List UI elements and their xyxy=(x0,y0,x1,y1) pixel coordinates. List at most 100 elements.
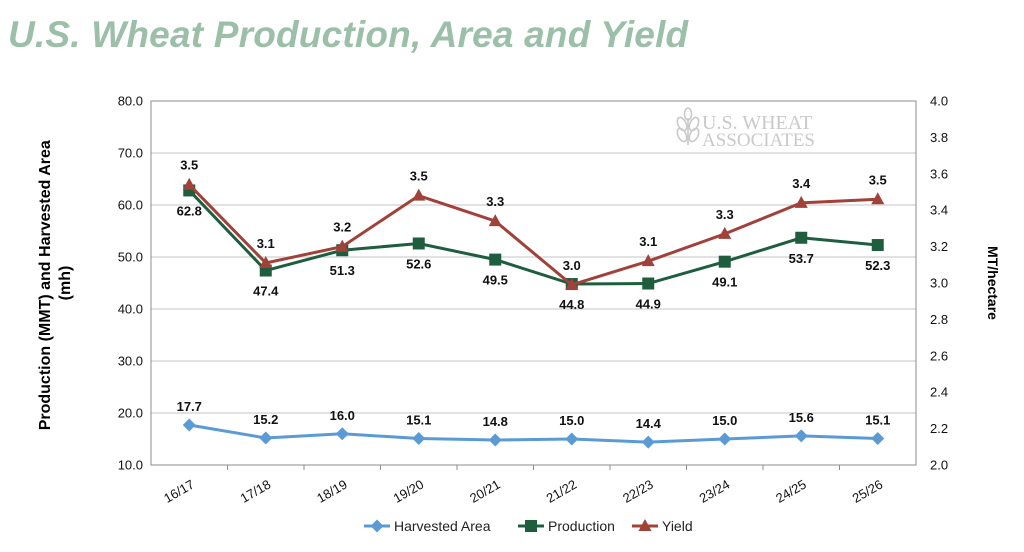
y-right-tick-label: 2.0 xyxy=(930,458,948,473)
gridlines xyxy=(151,152,916,414)
x-tick-label: 17/18 xyxy=(238,477,274,506)
yield-data-label: 3.0 xyxy=(563,258,581,273)
y-right-tick-label: 2.8 xyxy=(930,312,948,327)
series-group xyxy=(182,177,885,449)
harvested-area-data-label: 17.7 xyxy=(177,399,202,414)
production-data-label: 53.7 xyxy=(789,251,814,266)
yield-data-label: 3.5 xyxy=(410,169,428,184)
production-data-label: 49.5 xyxy=(483,273,508,288)
y-right-tick-label: 3.0 xyxy=(930,276,948,291)
yield-data-label: 3.3 xyxy=(486,194,504,209)
y-right-tick-label: 3.6 xyxy=(930,166,948,181)
x-tick-label: 24/25 xyxy=(773,477,809,506)
y-right-tick-label: 3.2 xyxy=(930,239,948,254)
x-tick-label: 19/20 xyxy=(391,477,427,506)
left-axis-ticks: 10.0 20.0 30.0 40.0 50.0 60.0 70.0 80.0 xyxy=(118,94,143,473)
x-tick-label: 23/24 xyxy=(697,477,733,506)
yield-marker xyxy=(412,188,426,201)
y-left-tick-label: 40.0 xyxy=(118,302,143,317)
production-data-label: 44.8 xyxy=(559,297,584,312)
y-left-tick-label: 30.0 xyxy=(118,354,143,369)
harvested-area-marker xyxy=(565,432,579,446)
harvested-area-data-label: 15.1 xyxy=(865,412,890,427)
yield-marker xyxy=(794,195,808,208)
x-tick-label: 20/21 xyxy=(467,477,503,506)
legend-label: Yield xyxy=(662,518,693,534)
legend-item-yield: Yield xyxy=(632,518,693,534)
watermark-logo: U.S. WHEAT ASSOCIATES xyxy=(676,107,815,151)
yield-data-label: 3.5 xyxy=(869,172,887,187)
y-left-tick-label: 70.0 xyxy=(118,146,143,161)
y-left-tick-label: 60.0 xyxy=(118,198,143,213)
chart-title: U.S. Wheat Production, Area and Yield xyxy=(8,14,689,55)
yield-data-label: 3.1 xyxy=(257,236,275,251)
watermark-line2: ASSOCIATES xyxy=(702,130,815,151)
production-data-label: 52.3 xyxy=(865,258,890,273)
production-marker xyxy=(795,231,808,244)
harvested-area-data-label: 14.4 xyxy=(636,416,662,431)
harvested-area-marker xyxy=(488,433,502,447)
x-tick-label: 16/17 xyxy=(161,477,197,506)
production-marker xyxy=(718,255,731,268)
harvested-area-line xyxy=(188,423,878,444)
y-right-tick-label: 2.2 xyxy=(930,421,948,436)
yield-marker xyxy=(565,277,579,290)
harvested-area-marker xyxy=(641,435,655,449)
yield-data-label: 3.2 xyxy=(333,220,351,235)
y-left-tick-label: 80.0 xyxy=(118,94,143,109)
legend: Harvested Area Production Yield xyxy=(364,518,693,534)
yield-marker xyxy=(871,192,885,205)
production-data-label: 62.8 xyxy=(177,203,202,218)
yield-marker xyxy=(641,254,655,267)
production-marker xyxy=(412,237,425,250)
y-right-tick-label: 4.0 xyxy=(930,94,948,109)
harvested-area-data-label: 15.0 xyxy=(712,413,737,428)
production-data-label: 47.4 xyxy=(253,284,279,299)
yield-line xyxy=(188,183,878,287)
harvested-area-marker xyxy=(718,432,732,446)
y-right-tick-label: 2.6 xyxy=(930,348,948,363)
yield-data-label: 3.5 xyxy=(180,158,198,173)
harvested-area-marker xyxy=(182,418,196,432)
harvested-area-data-label: 15.2 xyxy=(253,412,278,427)
harvested-area-marker xyxy=(871,431,885,445)
production-data-label: 44.9 xyxy=(636,297,661,312)
legend-marker xyxy=(525,520,537,532)
legend-item-production: Production xyxy=(518,518,615,534)
yield-marker xyxy=(182,177,196,190)
y-left-tick-label: 50.0 xyxy=(118,250,143,265)
harvested-area-data-label: 16.0 xyxy=(330,408,355,423)
yield-data-label: 3.3 xyxy=(716,207,734,222)
harvested-area-marker xyxy=(335,427,349,441)
watermark-line1: U.S. WHEAT xyxy=(702,112,812,134)
harvested-area-marker xyxy=(259,431,273,445)
production-marker xyxy=(642,277,655,290)
right-axis-ticks: 2.0 2.2 2.4 2.6 2.8 3.0 3.2 3.4 3.6 3.8 4.0 xyxy=(930,94,948,473)
harvested-area-data-label: 15.1 xyxy=(406,412,431,427)
y-right-tick-label: 3.4 xyxy=(930,203,948,218)
y-left-tick-label: 20.0 xyxy=(118,406,143,421)
production-marker xyxy=(489,253,502,266)
yield-marker xyxy=(718,226,732,239)
y-left-tick-label: 10.0 xyxy=(118,458,143,473)
yield-data-label: 3.1 xyxy=(639,234,657,249)
legend-label: Production xyxy=(548,518,615,534)
harvested-area-marker xyxy=(412,431,426,445)
production-data-label: 51.3 xyxy=(330,263,355,278)
x-tick-label: 21/22 xyxy=(544,477,580,506)
legend-label: Harvested Area xyxy=(394,518,491,534)
yield-marker xyxy=(259,255,273,268)
legend-marker xyxy=(638,519,652,531)
y-right-axis-title: MT/hectare xyxy=(985,246,1001,320)
wheat-icon xyxy=(676,107,700,145)
harvested-area-marker xyxy=(794,429,808,443)
yield-marker xyxy=(335,239,349,252)
harvested-area-data-label: 15.0 xyxy=(559,413,584,428)
y-left-axis-title: Production (MMT) and Harvested Area (mh) xyxy=(37,136,74,431)
x-tick-label: 25/26 xyxy=(850,477,886,506)
production-marker xyxy=(871,239,884,252)
production-data-label: 52.6 xyxy=(406,256,431,271)
x-tick-label: 18/19 xyxy=(314,477,350,506)
legend-marker xyxy=(370,519,384,533)
